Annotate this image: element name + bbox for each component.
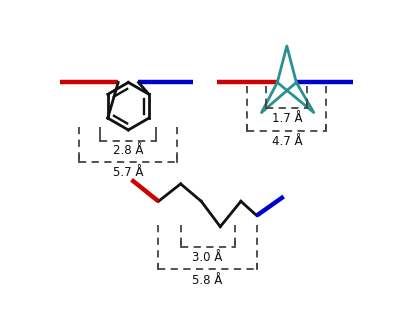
Text: 1.7 Å: 1.7 Å — [272, 112, 302, 125]
Text: 5.7 Å: 5.7 Å — [113, 166, 144, 179]
Text: 4.7 Å: 4.7 Å — [272, 135, 302, 148]
Text: 2.8 Å: 2.8 Å — [113, 144, 144, 157]
Text: 5.8 Å: 5.8 Å — [192, 274, 223, 287]
Text: 3.0 Å: 3.0 Å — [192, 251, 223, 264]
